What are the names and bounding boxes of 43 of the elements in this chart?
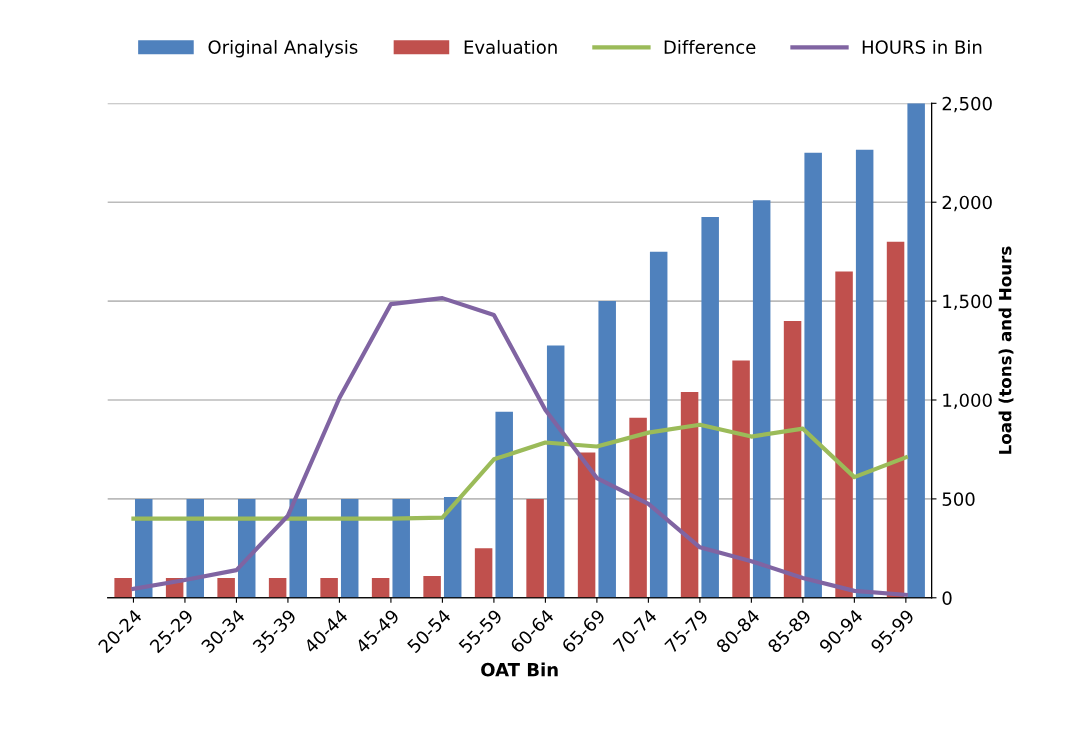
bar — [546, 345, 565, 598]
x-axis-title: OAT Bin — [481, 662, 558, 677]
legend-label: Original Analysis — [208, 39, 358, 58]
bar — [835, 271, 853, 598]
bar — [443, 496, 462, 598]
y2-tick-label: 0 — [942, 591, 952, 605]
bar — [598, 301, 616, 598]
bar — [371, 578, 390, 598]
bar — [268, 578, 287, 598]
bar — [474, 548, 493, 598]
bar — [907, 103, 925, 598]
legend-label: HOURS in Bin — [862, 39, 982, 54]
bar — [804, 152, 822, 598]
y2-tick-label: 1,500 — [943, 294, 992, 311]
y2-tick-label: 500 — [942, 492, 975, 506]
bar — [629, 417, 647, 598]
bar — [423, 576, 441, 598]
bar — [680, 392, 699, 598]
bar — [577, 452, 596, 598]
bar — [886, 241, 905, 598]
bar — [732, 360, 750, 598]
bar — [526, 498, 544, 598]
bar — [289, 498, 307, 598]
bar — [217, 578, 235, 598]
bar — [186, 498, 204, 598]
y2-axis-title: Load (tons) and Hours — [998, 246, 1014, 454]
bar — [320, 578, 338, 598]
bar — [855, 149, 874, 598]
bar — [392, 498, 410, 598]
y2-tick-label: 1,000 — [943, 393, 992, 409]
bar — [701, 217, 719, 598]
y2-tick-label: 2,500 — [942, 96, 992, 113]
bar — [752, 200, 771, 598]
line-series — [131, 296, 908, 597]
line-series — [131, 422, 908, 521]
legend-label: Evaluation — [464, 39, 557, 54]
bar — [495, 411, 513, 598]
y2-tick-label: 2,000 — [942, 195, 992, 212]
bar — [114, 578, 132, 598]
legend-label: Difference — [664, 39, 756, 54]
bar — [649, 251, 668, 598]
bar — [783, 320, 802, 598]
bar — [340, 498, 359, 598]
